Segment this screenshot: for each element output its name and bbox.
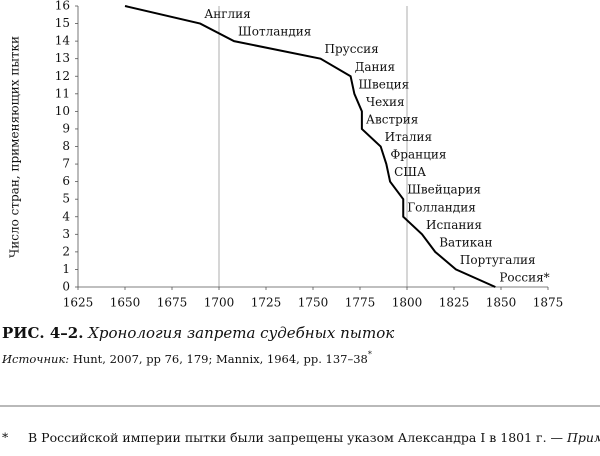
point-label: Пруссия — [325, 42, 379, 56]
caption: РИС. 4–2. Хронология запрета судебных пы… — [2, 324, 394, 342]
y-tick-label: 3 — [62, 227, 70, 241]
point-label: Испания — [426, 218, 482, 232]
footnote-mark: * — [2, 430, 9, 445]
x-tick-label: 1875 — [533, 296, 564, 310]
y-tick-label: 8 — [62, 139, 70, 153]
point-label: Италия — [385, 130, 432, 144]
caption-number: РИС. 4–2. — [2, 324, 83, 342]
y-tick-label: 5 — [62, 192, 70, 206]
caption-title: Хронология запрета судебных пыток — [87, 324, 394, 342]
x-tick-label: 1650 — [110, 296, 141, 310]
x-tick-label: 1850 — [486, 296, 517, 310]
point-label: Швеция — [358, 77, 409, 91]
x-tick-label: 1700 — [204, 296, 235, 310]
x-tick-label: 1825 — [439, 296, 470, 310]
point-label: Португалия — [460, 253, 536, 267]
x-tick-label: 1800 — [392, 296, 423, 310]
x-tick-label: 1775 — [345, 296, 376, 310]
point-label: Россия* — [499, 271, 549, 285]
y-tick-label: 13 — [55, 51, 70, 65]
source-mark: * — [368, 350, 372, 359]
source: Источник: Hunt, 2007, pp 76, 179; Mannix… — [1, 350, 372, 366]
y-tick-label: 2 — [62, 244, 70, 258]
y-tick-label: 16 — [55, 0, 70, 13]
source-label: Источник: — [1, 352, 69, 366]
y-tick-label: 10 — [55, 104, 70, 118]
y-tick-label: 14 — [55, 34, 71, 48]
point-label: Франция — [390, 148, 446, 162]
y-tick-label: 4 — [62, 209, 70, 223]
y-axis-label: Число стран, применяющих пытки — [8, 36, 22, 258]
point-label: Австрия — [366, 112, 418, 126]
x-tick-label: 1625 — [63, 296, 94, 310]
y-tick-label: 6 — [62, 174, 70, 188]
point-label: Англия — [204, 7, 251, 21]
point-label: Шотландия — [238, 25, 311, 39]
point-label: США — [394, 165, 426, 179]
point-label: Дания — [355, 60, 395, 74]
point-label: Ватикан — [439, 235, 492, 249]
y-tick-label: 12 — [55, 69, 70, 83]
point-label: Швейцария — [407, 183, 481, 197]
y-tick-label: 11 — [55, 86, 70, 100]
y-tick-label: 0 — [62, 280, 70, 294]
line — [124, 5, 496, 288]
y-tick-label: 9 — [62, 121, 70, 135]
x-tick-label: 1675 — [157, 296, 188, 310]
footnote: В Российской империи пытки были запрещен… — [28, 430, 600, 445]
y-tick-label: 7 — [62, 157, 70, 171]
footnote-text: В Российской империи пытки были запрещен… — [28, 430, 567, 445]
point-label: Голландия — [407, 200, 476, 214]
x-tick-label: 1725 — [251, 296, 282, 310]
y-tick-label: 1 — [62, 262, 70, 276]
footnote-note: Прим. ред. — [566, 430, 600, 445]
point-label: Чехия — [366, 95, 405, 109]
y-tick-label: 15 — [55, 16, 70, 30]
x-tick-label: 1750 — [298, 296, 329, 310]
source-text: Hunt, 2007, pp 76, 179; Mannix, 1964, pp… — [73, 352, 368, 366]
